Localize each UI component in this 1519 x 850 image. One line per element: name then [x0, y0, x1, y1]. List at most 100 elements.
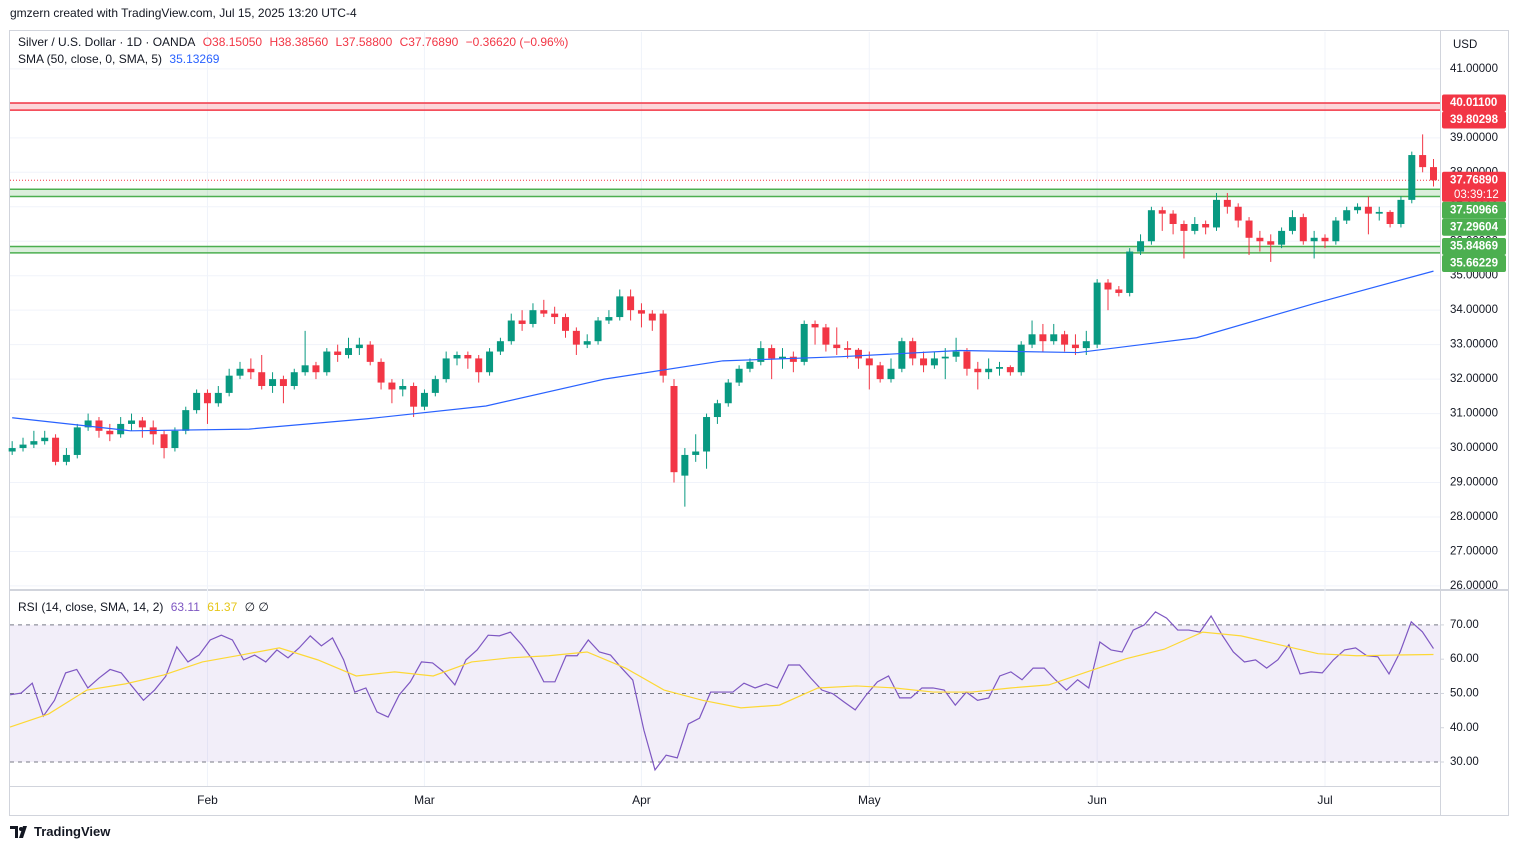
rsi-extra: ∅ ∅ — [244, 600, 269, 614]
y-tick-label: 50.00 — [1450, 687, 1479, 699]
zone — [10, 189, 1440, 197]
candle-body — [1343, 210, 1351, 221]
candle-body — [703, 417, 711, 452]
candle-body — [1288, 217, 1296, 231]
candle-body — [193, 392, 201, 411]
price-label-bg — [1442, 237, 1506, 255]
candle-body — [507, 320, 515, 342]
candle-body — [1202, 223, 1210, 228]
candle-body — [62, 454, 70, 462]
candle-body — [1137, 241, 1145, 252]
y-tick-label: 34.00000 — [1450, 304, 1498, 316]
rsi-ma-value: 61.37 — [207, 600, 238, 614]
candle-body — [1321, 237, 1329, 242]
candle-body — [627, 296, 635, 311]
price-label: 40.01100 — [1450, 97, 1497, 109]
candle-body — [572, 330, 580, 345]
rsi-line — [9, 611, 1434, 772]
candle-body — [594, 320, 602, 342]
zones — [10, 102, 1440, 254]
candle-body — [377, 361, 385, 383]
candle-body — [19, 444, 27, 449]
candle-body — [909, 341, 917, 359]
candle-body — [1082, 341, 1090, 349]
grid — [10, 32, 1440, 786]
candle-body — [225, 375, 233, 393]
candle-body — [84, 420, 92, 428]
price-label: 37.76890 — [1450, 174, 1498, 186]
candle-body — [768, 348, 776, 359]
candle-body — [279, 379, 287, 387]
candle-body — [106, 430, 114, 435]
y-tick-label: 30.00000 — [1450, 442, 1498, 454]
candle-body — [930, 358, 938, 366]
candle-body — [963, 351, 971, 369]
candle-body — [269, 379, 277, 387]
candle-body — [1375, 211, 1383, 214]
candle-body — [659, 313, 667, 376]
candle-body — [974, 368, 982, 373]
candle-body — [117, 423, 125, 435]
x-tick-label: Jun — [1087, 793, 1106, 807]
logo — [10, 825, 27, 838]
candle-body — [8, 448, 16, 452]
rsi-legend: RSI (14, close, SMA, 14, 2) 63.11 61.37 … — [18, 600, 273, 614]
candle-body — [95, 420, 103, 431]
y-tick-label: 70.00 — [1450, 619, 1479, 631]
y-tick-label: 35.00000 — [1450, 270, 1498, 282]
price-label: 37.50966 — [1450, 204, 1498, 216]
price-label: 35.84869 — [1450, 240, 1498, 252]
candle-body — [637, 310, 645, 314]
candle-body — [420, 392, 428, 407]
candle-body — [73, 427, 81, 455]
y-tick-label: 30.00 — [1450, 756, 1479, 768]
x-tick-label: Jul — [1317, 793, 1332, 807]
candle-body — [41, 437, 49, 442]
candle-body — [1299, 217, 1307, 242]
candle-body — [1234, 206, 1242, 221]
candle-body — [1180, 223, 1188, 231]
candle-body — [1017, 344, 1025, 373]
candle-body — [431, 379, 439, 393]
candle-body — [442, 358, 450, 380]
candle-body — [865, 358, 873, 366]
candle-body — [713, 403, 721, 418]
candle-body — [1061, 334, 1069, 345]
zone — [10, 102, 1440, 111]
sma-value: 35.13269 — [169, 52, 220, 66]
candle-body — [355, 344, 363, 349]
candle-body — [1071, 344, 1079, 349]
rsi-line — [9, 631, 1434, 728]
y-tick-label: 27.00000 — [1450, 545, 1498, 557]
candle-body — [52, 437, 60, 462]
candle-body — [670, 386, 678, 473]
price-label-bg — [1442, 218, 1506, 236]
candle-body — [1397, 199, 1405, 224]
candle-body — [1267, 241, 1275, 245]
candle-body — [1028, 334, 1036, 345]
price-legend: Silver / U.S. Dollar · 1D · OANDA O38.15… — [18, 35, 572, 49]
price-label-bg — [1442, 201, 1506, 219]
brand: TradingView — [34, 824, 111, 839]
candle-body — [160, 434, 168, 449]
candle-body — [952, 351, 960, 357]
candle-body — [1429, 167, 1437, 181]
candle-body — [1115, 289, 1123, 293]
candle-body — [1050, 334, 1058, 342]
candle-body — [475, 358, 483, 373]
candle-body — [735, 368, 743, 383]
candle-body — [171, 430, 179, 449]
candle-body — [605, 317, 613, 321]
price-label-bg — [1442, 94, 1506, 112]
candle-body — [1191, 223, 1199, 231]
ohlc-value: L37.58800 — [335, 35, 393, 49]
candle-body — [529, 310, 537, 324]
candle-body — [1245, 220, 1253, 238]
ohlc-value: O38.15050 — [202, 35, 263, 49]
candle-body — [724, 382, 732, 404]
candle-body — [30, 441, 38, 445]
candle-body — [214, 392, 222, 404]
candle-body — [757, 348, 765, 362]
